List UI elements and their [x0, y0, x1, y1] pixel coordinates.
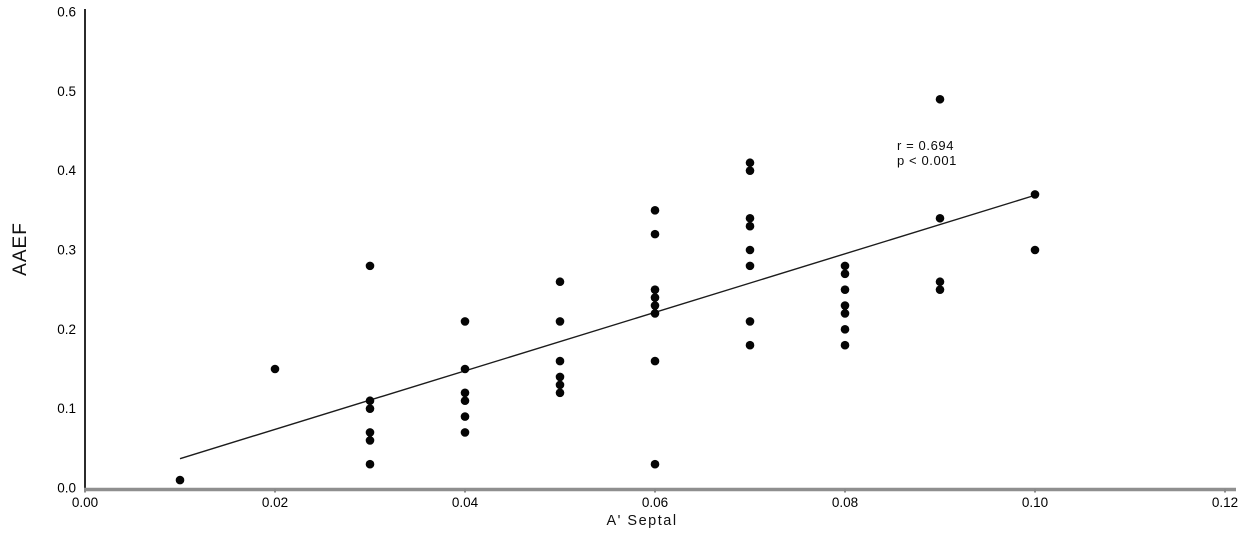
- p-value-text: p < 0.001: [897, 152, 957, 168]
- x-tick-label: 0.10: [1022, 495, 1048, 510]
- data-point: [555, 277, 565, 287]
- x-tick-label: 0.08: [832, 495, 858, 510]
- data-point: [650, 356, 660, 366]
- data-point: [555, 380, 565, 390]
- data-point: [460, 428, 470, 437]
- r-value-text: r = 0.694: [897, 138, 955, 153]
- data-point: [650, 229, 660, 239]
- data-point: [935, 277, 945, 287]
- data-point: [555, 317, 565, 326]
- data-point: [555, 372, 565, 382]
- data-point: [175, 475, 185, 485]
- data-point: [840, 340, 850, 350]
- data-point: [1030, 245, 1040, 255]
- data-point: [745, 261, 755, 271]
- data-point: [460, 364, 470, 374]
- data-point: [745, 317, 755, 326]
- data-point: [935, 94, 945, 104]
- data-point: [365, 396, 375, 406]
- data-point: [745, 158, 755, 168]
- data-point: [1030, 190, 1040, 199]
- x-axis-title: A' Septal: [606, 513, 678, 529]
- data-point: [650, 285, 660, 294]
- x-tick-label: 0.02: [262, 495, 288, 510]
- data-point: [935, 285, 945, 294]
- data-point: [745, 213, 755, 223]
- data-point: [745, 340, 755, 350]
- data-point: [840, 325, 850, 334]
- data-point: [935, 213, 945, 223]
- x-tick-label: 0.04: [452, 495, 479, 510]
- data-point: [270, 364, 280, 374]
- x-tick-label: 0.06: [642, 495, 668, 510]
- data-point: [650, 301, 660, 310]
- correlation-annotation: r = 0.694 p < 0.001: [897, 138, 957, 168]
- y-tick-label: 0.6: [57, 5, 76, 20]
- data-point: [745, 221, 755, 231]
- data-point: [650, 293, 660, 302]
- data-point: [365, 436, 375, 445]
- data-point: [460, 388, 470, 398]
- data-point: [365, 261, 375, 271]
- data-point: [840, 285, 850, 294]
- data-point: [650, 206, 660, 215]
- y-tick-label: 0.5: [57, 84, 76, 99]
- data-point: [460, 412, 470, 421]
- y-tick-label: 0.1: [57, 401, 76, 416]
- data-point: [650, 459, 660, 469]
- data-point: [840, 269, 850, 279]
- y-axis-title: AAEF: [10, 222, 31, 276]
- data-point: [365, 428, 375, 437]
- data-point: [365, 404, 375, 413]
- y-tick-label: 0.3: [57, 243, 76, 258]
- y-tick-label: 0.2: [57, 322, 76, 337]
- data-point: [365, 459, 375, 469]
- data-point: [840, 301, 850, 310]
- data-point: [745, 245, 755, 255]
- data-point: [555, 356, 565, 366]
- data-point: [460, 396, 470, 406]
- data-point: [840, 261, 850, 271]
- x-tick-label: 0.12: [1212, 495, 1238, 510]
- data-point: [460, 317, 470, 326]
- fit-line: [179, 194, 1036, 460]
- data-point: [555, 388, 565, 398]
- data-point: [840, 309, 850, 318]
- y-tick-label: 0.4: [57, 163, 76, 178]
- x-tick-label: 0.00: [72, 495, 98, 510]
- data-point: [650, 309, 660, 318]
- y-tick-label: 0.0: [57, 481, 76, 496]
- data-point: [745, 166, 755, 175]
